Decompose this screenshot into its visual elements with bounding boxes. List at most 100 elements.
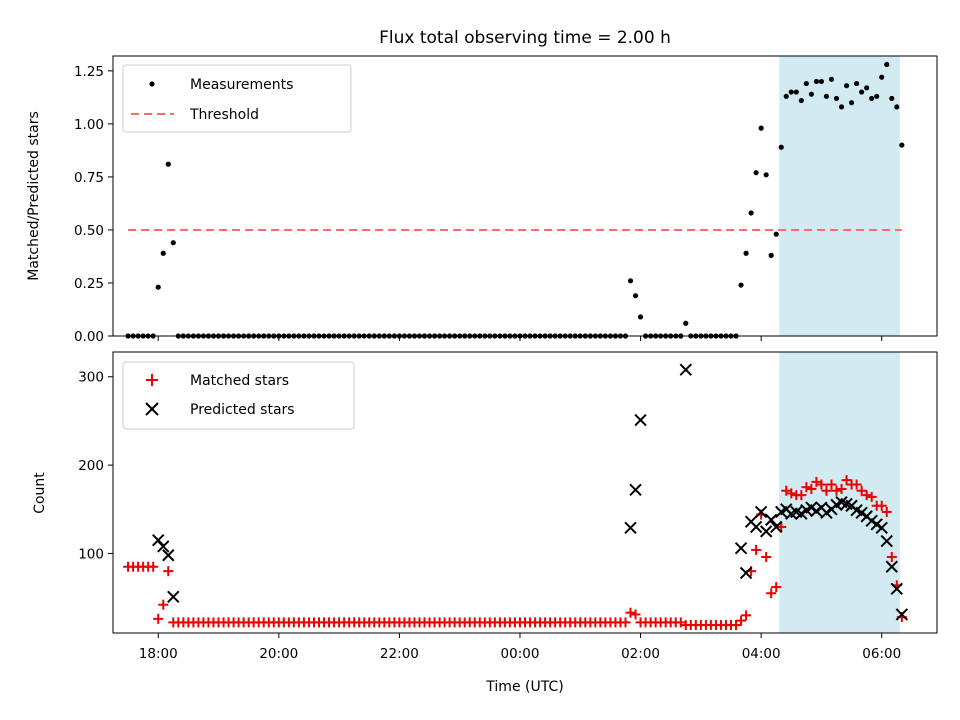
matched-star-point — [811, 476, 822, 487]
bottom-y-axis-label: Count — [32, 472, 48, 514]
measurement-point — [160, 250, 166, 256]
top-legend: Measurements Threshold — [122, 64, 352, 133]
matched-star-point — [148, 561, 159, 572]
legend-matched-marker — [146, 374, 158, 386]
measurement-point — [753, 170, 759, 176]
predicted-star-point — [754, 505, 768, 519]
measurement-point — [165, 161, 171, 167]
bottom-panel: 100 200 300 18:00 20:00 22:00 00:00 02:00 04:00… — [32, 351, 938, 695]
measurement-point — [758, 125, 764, 131]
x-axis-label: Time (UTC) — [485, 679, 563, 695]
measurement-point — [828, 76, 835, 82]
chart-title: Flux total observing time = 2.00 h — [379, 28, 671, 48]
matched-star-point — [806, 483, 817, 494]
bottom-legend: Matched stars Predicted stars — [122, 361, 355, 430]
legend-predicted-label: Predicted stars — [190, 402, 295, 418]
matched-star-point — [675, 617, 686, 628]
matched-star-point — [821, 485, 832, 496]
measurement-point — [170, 240, 176, 246]
matched-stars-points — [123, 475, 907, 631]
measurement-point — [748, 210, 754, 216]
measurement-point — [879, 74, 885, 80]
legend-matched-label: Matched stars — [190, 373, 289, 389]
predicted-star-point — [770, 520, 783, 534]
matched-star-point — [816, 479, 827, 490]
predicted-star-point — [890, 582, 904, 596]
predicted-star-point — [679, 363, 692, 376]
measurement-point — [683, 320, 689, 326]
matched-star-point — [153, 613, 164, 624]
bottom-axes-frame — [112, 351, 938, 634]
measurement-point — [155, 284, 161, 290]
measurement-point — [864, 85, 870, 91]
y-tick-label: 0.25 — [74, 276, 104, 292]
x-tick-label: 06:00 — [862, 646, 901, 662]
matched-star-point — [158, 599, 169, 610]
measurement-point — [743, 250, 749, 256]
measurement-point — [788, 89, 794, 95]
measurement-point — [894, 104, 900, 110]
measurement-point — [637, 314, 644, 320]
measurement-point — [793, 89, 799, 95]
predicted-star-point — [895, 608, 909, 621]
y-tick-label: 0.75 — [74, 170, 104, 186]
y-tick-label: 200 — [78, 458, 104, 474]
measurement-point — [818, 78, 825, 85]
y-tick-label: 1.25 — [74, 64, 104, 80]
measurement-point — [899, 142, 905, 148]
matched-star-point — [866, 491, 877, 502]
measurement-point — [778, 144, 784, 150]
predicted-star-point — [167, 590, 180, 603]
matched-star-point — [766, 588, 777, 599]
matched-star-point — [625, 607, 636, 618]
x-tick-label: 04:00 — [742, 646, 781, 662]
measurement-point — [838, 104, 845, 110]
matched-star-point — [781, 485, 792, 496]
measurement-point — [808, 91, 814, 97]
measurement-point — [884, 61, 890, 68]
top-legend-box — [122, 64, 352, 133]
measurement-point — [889, 95, 895, 102]
predicted-star-point — [875, 521, 888, 535]
matched-star-point — [731, 620, 742, 631]
matched-star-point — [861, 490, 872, 501]
predicted-star-point — [624, 521, 637, 535]
legend-measurements-marker — [149, 81, 155, 87]
predicted-star-point — [749, 520, 763, 534]
matched-star-point — [163, 566, 174, 577]
y-tick-label: 0.00 — [74, 329, 104, 345]
x-tick-label: 18:00 — [139, 646, 178, 662]
x-tick-label: 02:00 — [621, 646, 660, 662]
matched-star-point — [801, 482, 812, 493]
measurement-point — [627, 278, 634, 284]
predicted-star-point — [759, 525, 773, 538]
legend-threshold-label: Threshold — [189, 107, 259, 123]
top-x-ticks — [157, 336, 883, 341]
matched-star-point — [736, 615, 747, 626]
measurement-point — [773, 231, 779, 237]
y-tick-label: 1.00 — [74, 117, 104, 133]
matched-star-point — [876, 500, 887, 511]
measurement-point — [848, 100, 855, 106]
matched-star-point — [771, 582, 782, 593]
bottom-y-ticks: 100 200 300 — [78, 370, 113, 562]
top-axes-frame — [112, 55, 938, 337]
y-tick-label: 100 — [78, 546, 104, 562]
predicted-star-point — [734, 541, 748, 555]
matched-star-point — [786, 488, 797, 499]
matched-star-point — [841, 475, 852, 486]
y-tick-label: 300 — [78, 370, 104, 386]
predicted-star-point — [162, 549, 175, 562]
matched-star-point — [851, 479, 862, 490]
matched-star-point — [796, 490, 807, 501]
measurement-point — [874, 93, 880, 99]
matched-star-point — [751, 544, 762, 555]
measurement-point — [768, 252, 774, 258]
measurement-point — [738, 282, 744, 288]
measurement-point — [854, 80, 860, 87]
top-y-ticks: 0.00 0.25 0.50 0.75 1.00 1.25 — [74, 64, 113, 345]
bottom-highlight-span — [779, 352, 900, 633]
matched-star-point — [886, 552, 897, 563]
measurement-point — [833, 95, 840, 102]
